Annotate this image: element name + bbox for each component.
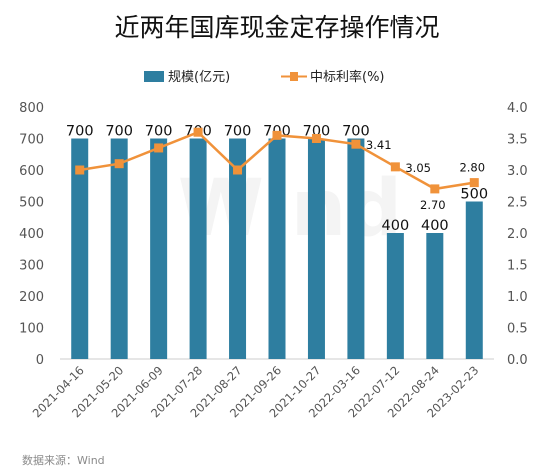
rate-value-label: 3.41 (366, 138, 392, 152)
bar-value-label: 400 (421, 218, 449, 234)
y-left-tick-label: 300 (19, 259, 44, 274)
y-right-tick-label: 0.0 (507, 353, 528, 368)
bar-value-label: 700 (105, 124, 133, 140)
y-right-tick-label: 1.0 (507, 290, 528, 305)
rate-data-labels: 3.41 3.05 2.70 2.80 (366, 138, 485, 212)
y-right-tick-label: 3.5 (507, 133, 528, 148)
rate-point (114, 159, 124, 169)
bar (307, 138, 325, 359)
svg-text:Wind: Wind (178, 164, 402, 254)
bar (150, 138, 168, 359)
bar (268, 138, 286, 359)
rate-point (75, 165, 85, 175)
bar (347, 138, 365, 359)
rate-point (430, 184, 440, 194)
bar-value-label: 700 (303, 124, 331, 140)
rate-line-series (75, 127, 479, 194)
bar-value-label: 700 (66, 124, 94, 140)
y-axis-left: 0 100 200 300 400 500 600 700 800 (19, 101, 44, 368)
rate-value-label: 2.70 (420, 198, 446, 212)
chart-legend: 规模(亿元) 中标利率(%) (144, 69, 385, 85)
y-right-tick-label: 3.0 (507, 164, 528, 179)
y-left-tick-label: 600 (19, 164, 44, 179)
y-right-tick-label: 0.5 (507, 322, 528, 337)
rate-point (390, 162, 400, 172)
rate-point (469, 178, 479, 188)
y-right-tick-label: 4.0 (507, 101, 528, 116)
legend-line-label: 中标利率(%) (310, 69, 385, 85)
legend-bar-swatch (144, 71, 164, 82)
y-left-tick-label: 0 (36, 353, 44, 368)
y-axis-right: 0.0 0.5 1.0 1.5 2.0 2.5 3.0 3.5 4.0 (507, 101, 528, 368)
bar-data-labels: 700700700700700700700700400400500 (66, 124, 488, 235)
y-left-tick-label: 200 (19, 290, 44, 305)
bar (229, 138, 247, 359)
rate-point (154, 143, 164, 153)
bar-value-label: 700 (145, 124, 173, 140)
source-note: 数据来源：Wind (22, 454, 105, 467)
rate-point (311, 134, 321, 143)
bar (386, 233, 404, 359)
rate-point (233, 165, 243, 175)
rate-point (272, 130, 282, 140)
y-right-tick-label: 1.5 (507, 259, 528, 274)
bar-series (71, 138, 483, 359)
y-right-tick-label: 2.5 (507, 196, 528, 211)
bar (189, 138, 207, 359)
rate-value-label: 3.05 (405, 161, 431, 175)
chart-title: 近两年国库现金定存操作情况 (114, 13, 440, 42)
bar (426, 233, 444, 359)
bar-value-label: 700 (342, 124, 370, 140)
rate-point (193, 127, 203, 137)
x-axis-ticks: 2021-04-162021-05-202021-06-092021-07-28… (30, 363, 482, 420)
rate-point (351, 139, 361, 149)
wind-watermark: Wind (178, 164, 402, 254)
bar (110, 138, 128, 359)
bar (71, 138, 89, 359)
y-left-tick-label: 400 (19, 227, 44, 242)
bar-value-label: 700 (224, 124, 252, 140)
bar (465, 201, 483, 359)
y-left-tick-label: 500 (19, 196, 44, 211)
legend-line-marker (290, 72, 298, 81)
y-right-tick-label: 2.0 (507, 227, 528, 242)
y-left-tick-label: 700 (19, 133, 44, 148)
rate-value-label: 2.80 (459, 161, 485, 175)
y-left-tick-label: 800 (19, 101, 44, 116)
bar-value-label: 500 (460, 187, 488, 203)
legend-bar-label: 规模(亿元) (168, 70, 230, 85)
y-left-tick-label: 100 (19, 322, 44, 337)
bar-value-label: 400 (382, 218, 410, 234)
